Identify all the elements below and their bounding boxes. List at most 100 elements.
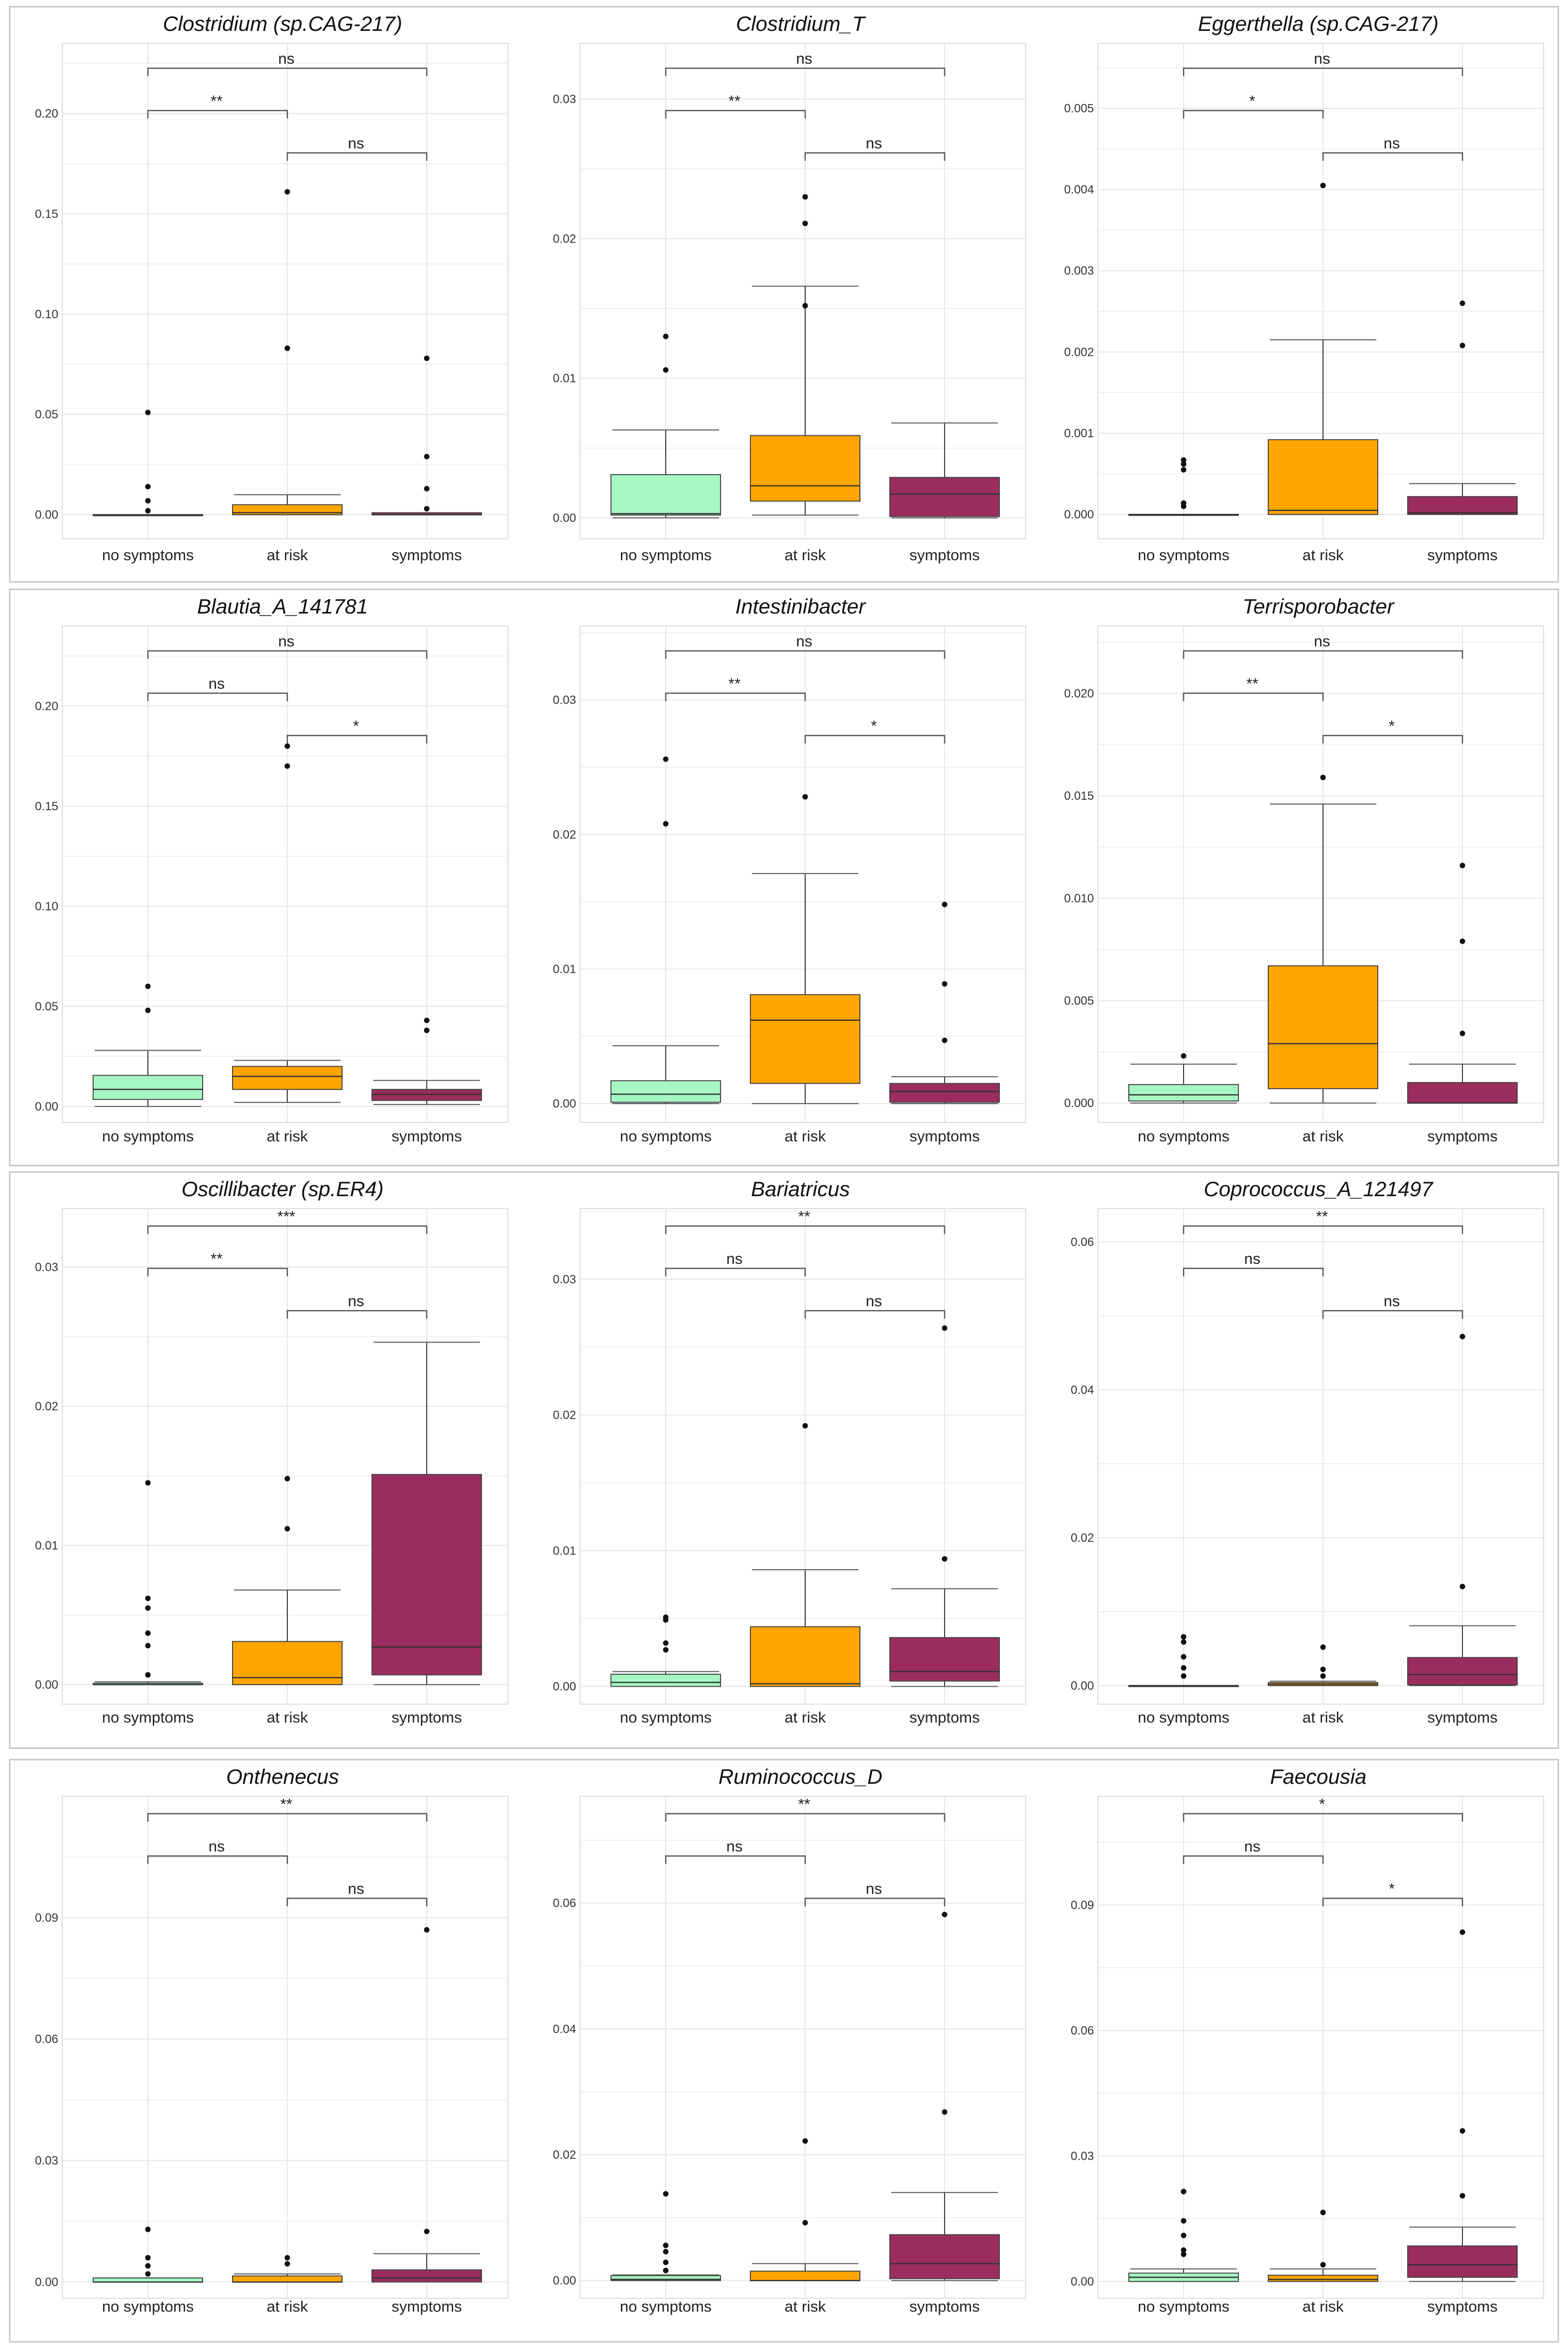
significance-bracket: * bbox=[1322, 717, 1463, 743]
y-tick-label: 0.05 bbox=[35, 408, 58, 421]
y-tick-label: 0.03 bbox=[553, 694, 576, 707]
significance-label: ns bbox=[1384, 1292, 1400, 1310]
significance-label: ** bbox=[280, 1795, 292, 1813]
y-tick-label: 0.02 bbox=[553, 232, 576, 246]
outlier-point bbox=[802, 2138, 808, 2144]
outlier-point bbox=[942, 1325, 948, 1331]
significance-bracket: ns bbox=[1183, 632, 1463, 659]
chart-clostridium-t: 0.00 0.01 0.02 0.03 no symptoms at risk sympto… bbox=[553, 12, 1026, 564]
bracket-line bbox=[665, 110, 806, 119]
box-no-symptoms bbox=[610, 756, 721, 1105]
significance-label: ** bbox=[1316, 1208, 1328, 1225]
y-tick-label: 0.15 bbox=[35, 207, 58, 221]
x-tick-label: no symptoms bbox=[1138, 2298, 1229, 2315]
outlier-point bbox=[284, 2255, 290, 2261]
y-tick-label: 0.002 bbox=[1064, 346, 1094, 359]
chart-intestinibacter: 0.00 0.01 0.02 0.03 no symptoms at risk sympto… bbox=[553, 595, 1026, 1145]
box-no-symptoms bbox=[93, 984, 203, 1107]
y-tick-label: 0.000 bbox=[1064, 508, 1094, 521]
box-at-risk bbox=[232, 189, 343, 515]
box-iqr bbox=[889, 2234, 1000, 2279]
bracket-line bbox=[1183, 1267, 1324, 1276]
significance-bracket: ns bbox=[1322, 1292, 1463, 1319]
significance-label: *** bbox=[277, 1208, 295, 1225]
x-tick-label: at risk bbox=[785, 546, 826, 564]
outlier-point bbox=[1181, 457, 1187, 463]
x-tick-label: symptoms bbox=[909, 1127, 979, 1145]
x-tick-label: no symptoms bbox=[1138, 546, 1229, 564]
x-tick-label: symptoms bbox=[909, 546, 979, 564]
outlier-point bbox=[145, 497, 151, 503]
significance-bracket: ns bbox=[147, 632, 428, 659]
x-tick-label: symptoms bbox=[391, 2298, 462, 2315]
outlier-point bbox=[802, 194, 808, 200]
significance-bracket: ** bbox=[1183, 1208, 1463, 1234]
bracket-line bbox=[147, 1813, 428, 1822]
x-tick-label: at risk bbox=[1303, 546, 1344, 564]
y-tick-label: 0.09 bbox=[1071, 1898, 1094, 1912]
outlier-point bbox=[1181, 2232, 1187, 2238]
box-at-risk bbox=[232, 1476, 343, 1685]
chart-title: Ruminococcus_D bbox=[719, 1765, 882, 1788]
box-no-symptoms bbox=[610, 2191, 721, 2281]
significance-bracket: ns bbox=[147, 1838, 288, 1864]
box-at-risk bbox=[750, 794, 860, 1105]
box-no-symptoms bbox=[93, 409, 203, 516]
plot-area bbox=[62, 43, 508, 539]
outlier-point bbox=[802, 303, 808, 309]
outlier-point bbox=[663, 2259, 669, 2265]
outlier-point bbox=[145, 2271, 151, 2277]
outlier-point bbox=[1459, 1584, 1465, 1590]
box-iqr bbox=[93, 1075, 203, 1100]
outlier-point bbox=[802, 2220, 808, 2226]
y-tick-label: 0.005 bbox=[1064, 102, 1094, 115]
outlier-point bbox=[284, 189, 290, 195]
outlier-point bbox=[663, 756, 669, 762]
y-tick-label: 0.03 bbox=[1071, 2149, 1094, 2163]
significance-bracket: * bbox=[1183, 1795, 1463, 1822]
chart-title: Clostridium (sp.CAG-217) bbox=[163, 12, 402, 35]
outlier-point bbox=[145, 409, 151, 415]
significance-bracket: * bbox=[804, 717, 946, 743]
x-tick-label: at risk bbox=[267, 1709, 308, 1726]
x-tick-label: no symptoms bbox=[1138, 1709, 1229, 1726]
bracket-line bbox=[1322, 1897, 1463, 1906]
chart-title: Intestinibacter bbox=[735, 595, 866, 618]
bracket-line bbox=[147, 1225, 428, 1234]
y-tick-label: 0.00 bbox=[1071, 2275, 1094, 2288]
outlier-point bbox=[1459, 1334, 1465, 1340]
significance-bracket: ** bbox=[147, 1250, 288, 1276]
x-tick-label: at risk bbox=[267, 546, 308, 564]
bracket-line bbox=[1183, 692, 1324, 701]
significance-bracket: ns bbox=[804, 134, 946, 161]
box-symptoms bbox=[1407, 1929, 1518, 2282]
outlier-point bbox=[284, 2261, 290, 2267]
y-tick-label: 0.003 bbox=[1064, 264, 1094, 278]
outlier-point bbox=[424, 506, 430, 512]
significance-bracket: ** bbox=[147, 1795, 428, 1822]
box-iqr bbox=[610, 1080, 721, 1103]
box-symptoms bbox=[889, 901, 1000, 1105]
box-at-risk bbox=[750, 2138, 860, 2281]
significance-label: ns bbox=[1314, 632, 1330, 650]
significance-bracket: ns bbox=[286, 1292, 428, 1319]
y-tick-label: 0.004 bbox=[1064, 183, 1094, 197]
outlier-point bbox=[145, 508, 151, 514]
x-tick-label: symptoms bbox=[391, 1127, 462, 1145]
outlier-point bbox=[663, 334, 669, 340]
outlier-point bbox=[145, 2263, 151, 2269]
significance-bracket: *** bbox=[147, 1208, 428, 1234]
significance-label: ns bbox=[348, 134, 364, 152]
significance-label: ns bbox=[726, 1838, 743, 1855]
outlier-point bbox=[1181, 1665, 1187, 1671]
significance-label: ns bbox=[278, 50, 295, 67]
significance-label: * bbox=[1319, 1795, 1325, 1813]
box-no-symptoms bbox=[93, 1480, 203, 1686]
y-tick-label: 0.06 bbox=[553, 1897, 576, 1910]
x-tick-label: no symptoms bbox=[102, 1127, 194, 1145]
bracket-line bbox=[804, 735, 946, 743]
outlier-point bbox=[1181, 461, 1187, 467]
outlier-point bbox=[1459, 938, 1465, 944]
significance-label: ns bbox=[1244, 1838, 1261, 1855]
y-tick-label: 0.02 bbox=[1071, 1531, 1094, 1545]
